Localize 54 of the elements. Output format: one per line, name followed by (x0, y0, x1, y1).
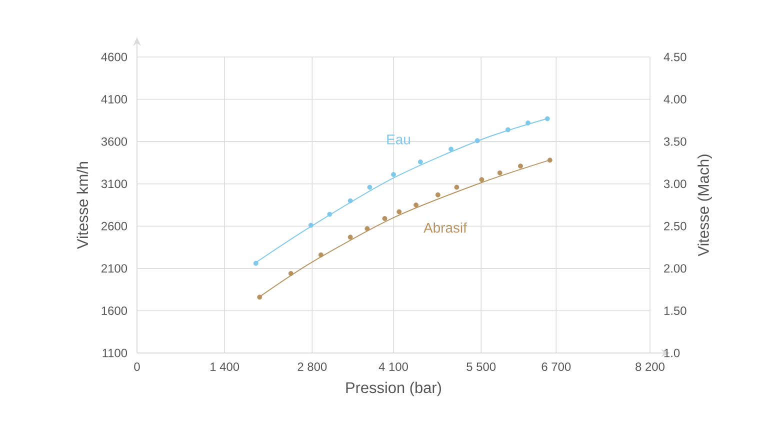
point (348, 198, 353, 204)
point (518, 164, 523, 169)
y2-tick-label: 1.50 (664, 306, 686, 315)
point (318, 252, 324, 258)
point (364, 226, 370, 232)
point (435, 192, 440, 198)
x-tick-label: 6 700 (542, 362, 571, 371)
x-axis-title: Pression (bar) (346, 382, 442, 396)
point (391, 172, 396, 178)
point (308, 222, 314, 228)
point (547, 158, 552, 163)
y2-tick-label: 1.0 (664, 348, 680, 358)
x-tick-label: 2 800 (298, 362, 327, 371)
y2-tick-label: 4.00 (664, 95, 686, 104)
point (288, 271, 294, 276)
point (497, 170, 502, 176)
series-label: Eau (387, 134, 410, 144)
point (414, 202, 419, 208)
y-tick-label: 4100 (101, 95, 128, 104)
x-tick-label: 5 500 (466, 362, 496, 371)
point (454, 184, 460, 190)
point (253, 260, 258, 266)
y2-tick-label: 4.50 (664, 52, 686, 62)
x-tick-label: 8 200 (636, 362, 664, 371)
point (544, 116, 550, 122)
y-tick-label: 3100 (101, 180, 128, 188)
point (348, 234, 353, 240)
point (396, 209, 402, 214)
y-tick-label: 3600 (101, 137, 128, 146)
y-tick-label: 1100 (102, 348, 128, 358)
point (474, 138, 480, 144)
y2-tick-label: 3.50 (664, 137, 686, 146)
y-axis-title: Vitesse km/h (76, 162, 88, 249)
point (479, 177, 484, 182)
point (418, 159, 423, 164)
y-tick-label: 1600 (102, 306, 128, 315)
y-tick-label: 2100 (102, 264, 128, 273)
point (367, 184, 372, 190)
y2-tick-label: 2.00 (664, 264, 686, 273)
point (505, 127, 510, 132)
y2-tick-label: 3.00 (664, 180, 686, 188)
point (327, 212, 332, 217)
series-label: Abrasif (424, 222, 467, 233)
point (382, 216, 388, 222)
point (448, 146, 454, 152)
point (526, 120, 530, 126)
y-tick-label: 2600 (102, 222, 128, 230)
x-tick-label: 4 100 (378, 362, 408, 371)
x-tick-label: 0 (134, 362, 140, 371)
x-tick-label: 1 400 (210, 362, 240, 371)
point (257, 294, 262, 300)
y2-tick-label: 2.50 (664, 222, 686, 230)
y-tick-label: 4600 (101, 52, 128, 62)
y2-axis-title: Vitesse (Mach) (698, 154, 712, 256)
